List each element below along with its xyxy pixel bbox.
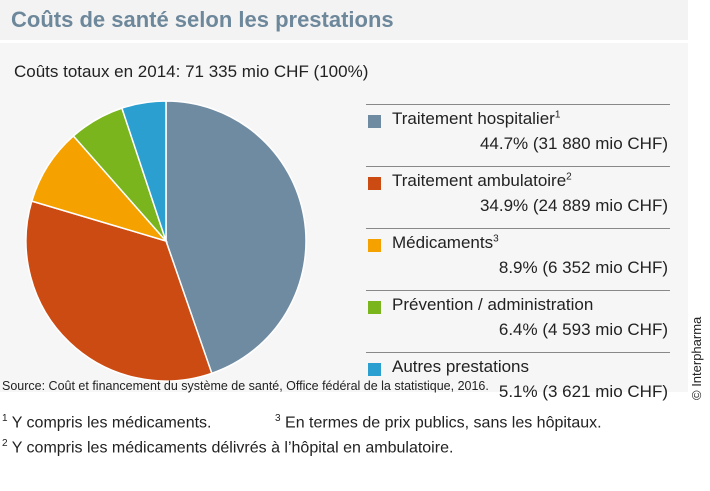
legend-swatch (368, 115, 381, 128)
legend-label-text: Prévention / administration (392, 295, 594, 314)
legend-label-text: Médicaments (392, 233, 494, 252)
legend-label: Traitement hospitalier1 (392, 109, 560, 129)
footnote-text: Y compris les médicaments. (11, 414, 212, 432)
pie-chart (25, 100, 307, 382)
legend-label-text: Autres prestations (392, 357, 530, 376)
legend-value: 44.7% (31 880 mio CHF) (479, 134, 668, 153)
legend-item: Autres prestations 5.1% (3 621 mio CHF) (366, 352, 670, 414)
title-band (0, 0, 688, 40)
pie-slice-0 (165, 100, 307, 375)
footnote-mark: 1 (2, 413, 8, 424)
copyright: © Interpharma (689, 316, 704, 400)
pie-slice-1 (25, 200, 213, 382)
legend-label: Prévention / administration (392, 295, 593, 315)
legend-label: Traitement ambulatoire2 (392, 171, 572, 191)
legend-label: Médicaments3 (392, 233, 499, 253)
footnote-mark: 3 (275, 413, 281, 424)
legend-swatch (368, 301, 381, 314)
footnote-mark: 2 (2, 438, 8, 449)
chart-subtitle: Coûts totaux en 2014: 71 335 mio CHF (10… (14, 62, 369, 81)
legend-swatch (368, 239, 381, 252)
legend-footnote-mark: 3 (493, 233, 499, 245)
footnote-3: 3 En termes de prix publics, sans les hô… (275, 413, 602, 432)
footnote-text: En termes de prix publics, sans les hôpi… (285, 414, 602, 432)
legend-item: Médicaments3 8.9% (6 352 mio CHF) (366, 228, 670, 290)
legend-value: 8.9% (6 352 mio CHF) (498, 258, 668, 277)
legend-value: 6.4% (4 593 mio CHF) (498, 320, 668, 339)
footnote-text: Y compris les médicaments délivrés à l’h… (11, 439, 454, 457)
legend: Traitement hospitalier1 44.7% (31 880 mi… (366, 104, 670, 414)
legend-swatch (368, 363, 381, 376)
legend-item: Traitement hospitalier1 44.7% (31 880 mi… (366, 104, 670, 166)
legend-value: 5.1% (3 621 mio CHF) (498, 382, 668, 401)
legend-footnote-mark: 2 (566, 171, 572, 183)
legend-label-text: Traitement ambulatoire (392, 171, 567, 190)
legend-item: Prévention / administration 6.4% (4 593 … (366, 290, 670, 352)
legend-item: Traitement ambulatoire2 34.9% (24 889 mi… (366, 166, 670, 228)
footnote-1: 1 Y compris les médicaments. (2, 413, 212, 432)
source-note: Source: Coût et financement du système d… (2, 379, 489, 393)
footnote-2: 2 Y compris les médicaments délivrés à l… (2, 438, 453, 457)
legend-label-text: Traitement hospitalier (392, 109, 555, 128)
legend-swatch (368, 177, 381, 190)
pie-slice-4 (120, 100, 167, 242)
legend-footnote-mark: 1 (554, 109, 561, 121)
chart-title: Coûts de santé selon les prestations (11, 7, 394, 32)
legend-label: Autres prestations (392, 357, 529, 377)
legend-value: 34.9% (24 889 mio CHF) (479, 196, 668, 215)
